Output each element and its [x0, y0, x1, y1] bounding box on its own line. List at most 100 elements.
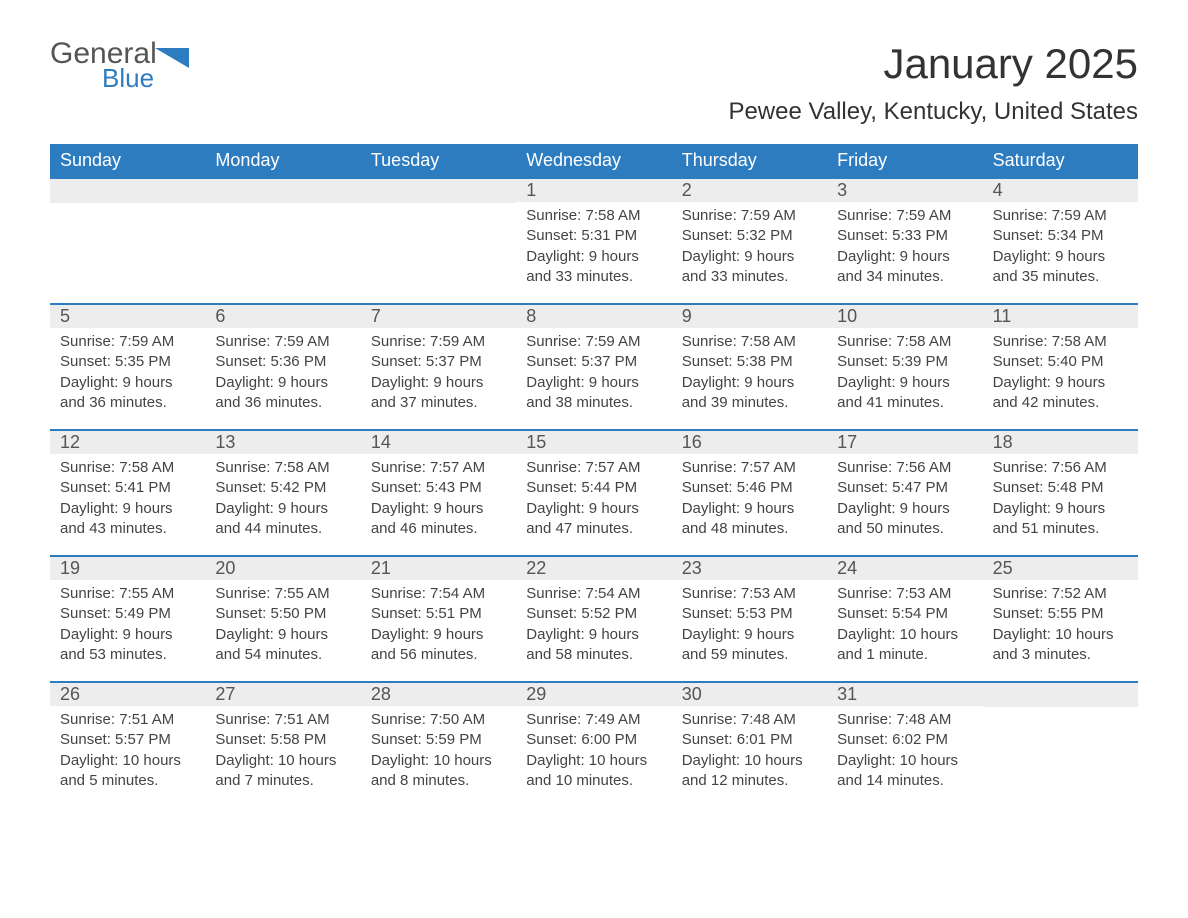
sunrise-line: Sunrise: 7:52 AM	[993, 584, 1128, 604]
daylight-line: Daylight: 9 hours and 37 minutes.	[371, 373, 506, 414]
sunrise-line: Sunrise: 7:48 AM	[837, 710, 972, 730]
day-cell: 31Sunrise: 7:48 AMSunset: 6:02 PMDayligh…	[827, 683, 982, 807]
day-cell: 13Sunrise: 7:58 AMSunset: 5:42 PMDayligh…	[205, 431, 360, 555]
day-body: Sunrise: 7:52 AMSunset: 5:55 PMDaylight:…	[983, 580, 1138, 665]
day-body: Sunrise: 7:59 AMSunset: 5:32 PMDaylight:…	[672, 202, 827, 287]
day-number: 27	[205, 683, 360, 706]
day-cell: 11Sunrise: 7:58 AMSunset: 5:40 PMDayligh…	[983, 305, 1138, 429]
daylight-line: Daylight: 9 hours and 47 minutes.	[526, 499, 661, 540]
day-cell: 30Sunrise: 7:48 AMSunset: 6:01 PMDayligh…	[672, 683, 827, 807]
day-number: 17	[827, 431, 982, 454]
day-cell: 29Sunrise: 7:49 AMSunset: 6:00 PMDayligh…	[516, 683, 671, 807]
day-number: 24	[827, 557, 982, 580]
day-cell	[361, 179, 516, 303]
day-body: Sunrise: 7:56 AMSunset: 5:48 PMDaylight:…	[983, 454, 1138, 539]
sunrise-line: Sunrise: 7:56 AM	[837, 458, 972, 478]
daylight-line: Daylight: 10 hours and 5 minutes.	[60, 751, 195, 792]
sunrise-line: Sunrise: 7:56 AM	[993, 458, 1128, 478]
sunrise-line: Sunrise: 7:53 AM	[682, 584, 817, 604]
logo: General Blue	[50, 40, 191, 90]
sunset-line: Sunset: 6:01 PM	[682, 730, 817, 750]
sunrise-line: Sunrise: 7:54 AM	[526, 584, 661, 604]
sunrise-line: Sunrise: 7:57 AM	[526, 458, 661, 478]
day-number: 28	[361, 683, 516, 706]
daylight-line: Daylight: 9 hours and 41 minutes.	[837, 373, 972, 414]
dow-friday: Friday	[827, 144, 982, 177]
daylight-line: Daylight: 9 hours and 43 minutes.	[60, 499, 195, 540]
sunset-line: Sunset: 5:51 PM	[371, 604, 506, 624]
daylight-line: Daylight: 9 hours and 59 minutes.	[682, 625, 817, 666]
day-cell: 4Sunrise: 7:59 AMSunset: 5:34 PMDaylight…	[983, 179, 1138, 303]
week-row: 1Sunrise: 7:58 AMSunset: 5:31 PMDaylight…	[50, 177, 1138, 303]
day-body: Sunrise: 7:49 AMSunset: 6:00 PMDaylight:…	[516, 706, 671, 791]
daylight-line: Daylight: 10 hours and 12 minutes.	[682, 751, 817, 792]
day-body: Sunrise: 7:48 AMSunset: 6:02 PMDaylight:…	[827, 706, 982, 791]
day-number: 21	[361, 557, 516, 580]
day-cell: 2Sunrise: 7:59 AMSunset: 5:32 PMDaylight…	[672, 179, 827, 303]
sunrise-line: Sunrise: 7:59 AM	[526, 332, 661, 352]
daylight-line: Daylight: 9 hours and 44 minutes.	[215, 499, 350, 540]
daylight-line: Daylight: 9 hours and 34 minutes.	[837, 247, 972, 288]
day-cell: 14Sunrise: 7:57 AMSunset: 5:43 PMDayligh…	[361, 431, 516, 555]
day-number: 3	[827, 179, 982, 202]
day-body: Sunrise: 7:59 AMSunset: 5:37 PMDaylight:…	[361, 328, 516, 413]
sunset-line: Sunset: 6:02 PM	[837, 730, 972, 750]
day-body: Sunrise: 7:58 AMSunset: 5:41 PMDaylight:…	[50, 454, 205, 539]
sunrise-line: Sunrise: 7:59 AM	[993, 206, 1128, 226]
daylight-line: Daylight: 9 hours and 42 minutes.	[993, 373, 1128, 414]
day-cell: 9Sunrise: 7:58 AMSunset: 5:38 PMDaylight…	[672, 305, 827, 429]
day-body: Sunrise: 7:59 AMSunset: 5:37 PMDaylight:…	[516, 328, 671, 413]
day-cell: 5Sunrise: 7:59 AMSunset: 5:35 PMDaylight…	[50, 305, 205, 429]
day-cell: 12Sunrise: 7:58 AMSunset: 5:41 PMDayligh…	[50, 431, 205, 555]
daylight-line: Daylight: 9 hours and 54 minutes.	[215, 625, 350, 666]
sunrise-line: Sunrise: 7:50 AM	[371, 710, 506, 730]
sunset-line: Sunset: 5:34 PM	[993, 226, 1128, 246]
day-number: 30	[672, 683, 827, 706]
sunset-line: Sunset: 5:49 PM	[60, 604, 195, 624]
daylight-line: Daylight: 10 hours and 7 minutes.	[215, 751, 350, 792]
day-cell: 10Sunrise: 7:58 AMSunset: 5:39 PMDayligh…	[827, 305, 982, 429]
sunrise-line: Sunrise: 7:51 AM	[215, 710, 350, 730]
sunset-line: Sunset: 5:39 PM	[837, 352, 972, 372]
sunrise-line: Sunrise: 7:58 AM	[526, 206, 661, 226]
day-cell: 20Sunrise: 7:55 AMSunset: 5:50 PMDayligh…	[205, 557, 360, 681]
day-cell: 27Sunrise: 7:51 AMSunset: 5:58 PMDayligh…	[205, 683, 360, 807]
dow-saturday: Saturday	[983, 144, 1138, 177]
day-number: 13	[205, 431, 360, 454]
daylight-line: Daylight: 9 hours and 56 minutes.	[371, 625, 506, 666]
daylight-line: Daylight: 9 hours and 51 minutes.	[993, 499, 1128, 540]
day-body: Sunrise: 7:57 AMSunset: 5:44 PMDaylight:…	[516, 454, 671, 539]
sunrise-line: Sunrise: 7:59 AM	[682, 206, 817, 226]
daylight-line: Daylight: 9 hours and 35 minutes.	[993, 247, 1128, 288]
sunset-line: Sunset: 5:32 PM	[682, 226, 817, 246]
day-cell: 6Sunrise: 7:59 AMSunset: 5:36 PMDaylight…	[205, 305, 360, 429]
sunrise-line: Sunrise: 7:59 AM	[837, 206, 972, 226]
sunset-line: Sunset: 5:37 PM	[526, 352, 661, 372]
daylight-line: Daylight: 9 hours and 48 minutes.	[682, 499, 817, 540]
sunset-line: Sunset: 5:35 PM	[60, 352, 195, 372]
day-body: Sunrise: 7:50 AMSunset: 5:59 PMDaylight:…	[361, 706, 516, 791]
sunset-line: Sunset: 5:50 PM	[215, 604, 350, 624]
day-number: 10	[827, 305, 982, 328]
sunrise-line: Sunrise: 7:53 AM	[837, 584, 972, 604]
day-number: 18	[983, 431, 1138, 454]
daylight-line: Daylight: 9 hours and 36 minutes.	[60, 373, 195, 414]
day-cell: 16Sunrise: 7:57 AMSunset: 5:46 PMDayligh…	[672, 431, 827, 555]
month-title: January 2025	[728, 40, 1138, 88]
sunrise-line: Sunrise: 7:58 AM	[682, 332, 817, 352]
sunset-line: Sunset: 6:00 PM	[526, 730, 661, 750]
sunrise-line: Sunrise: 7:54 AM	[371, 584, 506, 604]
sunrise-line: Sunrise: 7:51 AM	[60, 710, 195, 730]
daylight-line: Daylight: 9 hours and 46 minutes.	[371, 499, 506, 540]
day-cell: 7Sunrise: 7:59 AMSunset: 5:37 PMDaylight…	[361, 305, 516, 429]
sunrise-line: Sunrise: 7:55 AM	[60, 584, 195, 604]
day-number: 5	[50, 305, 205, 328]
week-row: 26Sunrise: 7:51 AMSunset: 5:57 PMDayligh…	[50, 681, 1138, 807]
day-cell: 19Sunrise: 7:55 AMSunset: 5:49 PMDayligh…	[50, 557, 205, 681]
day-number: 15	[516, 431, 671, 454]
sunrise-line: Sunrise: 7:57 AM	[682, 458, 817, 478]
day-body: Sunrise: 7:54 AMSunset: 5:52 PMDaylight:…	[516, 580, 671, 665]
day-cell: 22Sunrise: 7:54 AMSunset: 5:52 PMDayligh…	[516, 557, 671, 681]
day-number: 25	[983, 557, 1138, 580]
day-cell	[50, 179, 205, 303]
